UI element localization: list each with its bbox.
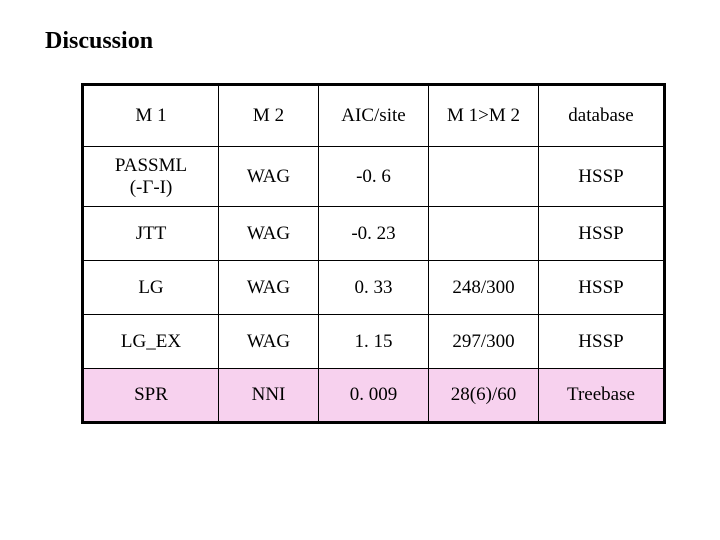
cell-gt: 297/300 — [429, 315, 539, 369]
cell-db: HSSP — [539, 261, 665, 315]
col-header-aic: AIC/site — [319, 85, 429, 147]
table-row: LG WAG 0. 33 248/300 HSSP — [83, 261, 665, 315]
cell-aic: 0. 009 — [319, 369, 429, 423]
cell-gt: 248/300 — [429, 261, 539, 315]
cell-aic: 1. 15 — [319, 315, 429, 369]
cell-gt — [429, 207, 539, 261]
slide-page: Discussion M 1 M 2 AIC/site M 1>M 2 data… — [0, 0, 720, 452]
cell-m2: WAG — [219, 315, 319, 369]
page-title: Discussion — [45, 28, 675, 55]
col-header-m1: M 1 — [83, 85, 219, 147]
col-header-m1gtm2: M 1>M 2 — [429, 85, 539, 147]
col-header-m2: M 2 — [219, 85, 319, 147]
cell-gt — [429, 147, 539, 207]
table-row-highlighted: SPR NNI 0. 009 28(6)/60 Treebase — [83, 369, 665, 423]
table-row: LG_EX WAG 1. 15 297/300 HSSP — [83, 315, 665, 369]
table-row: JTT WAG -0. 23 HSSP — [83, 207, 665, 261]
cell-m1-line1: PASSML — [115, 155, 187, 176]
cell-gt: 28(6)/60 — [429, 369, 539, 423]
cell-m2: WAG — [219, 207, 319, 261]
cell-db: HSSP — [539, 315, 665, 369]
cell-m2: NNI — [219, 369, 319, 423]
cell-aic: 0. 33 — [319, 261, 429, 315]
cell-aic: -0. 6 — [319, 147, 429, 207]
cell-aic: -0. 23 — [319, 207, 429, 261]
cell-m1: PASSML (-Γ-I) — [83, 147, 219, 207]
cell-m1: LG_EX — [83, 315, 219, 369]
cell-m1: SPR — [83, 369, 219, 423]
cell-m1: LG — [83, 261, 219, 315]
col-header-database: database — [539, 85, 665, 147]
cell-db: HSSP — [539, 207, 665, 261]
cell-db: HSSP — [539, 147, 665, 207]
comparison-table: M 1 M 2 AIC/site M 1>M 2 database PASSML… — [81, 83, 666, 424]
table-header-row: M 1 M 2 AIC/site M 1>M 2 database — [83, 85, 665, 147]
cell-m2: WAG — [219, 147, 319, 207]
cell-m1-line2: (-Γ-I) — [130, 177, 173, 198]
cell-m1: JTT — [83, 207, 219, 261]
cell-db: Treebase — [539, 369, 665, 423]
table-row: PASSML (-Γ-I) WAG -0. 6 HSSP — [83, 147, 665, 207]
cell-m2: WAG — [219, 261, 319, 315]
